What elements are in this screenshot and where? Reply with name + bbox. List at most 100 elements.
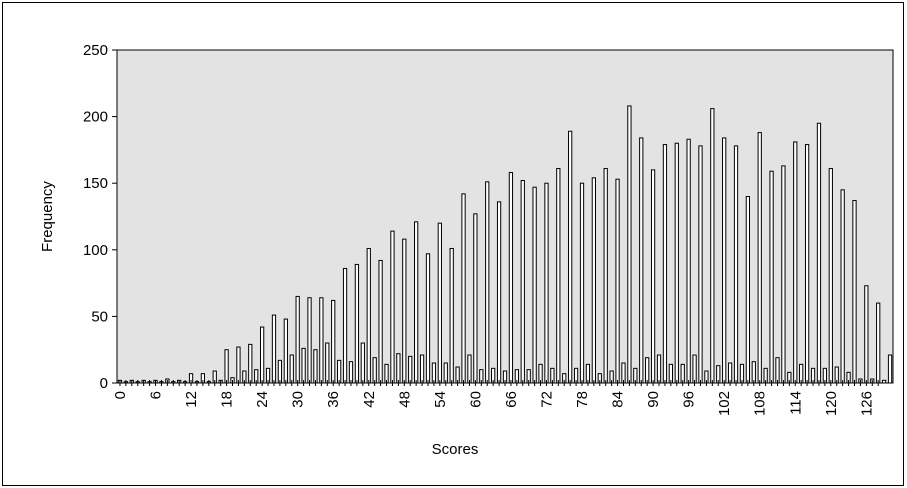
x-tick-label: 96 xyxy=(681,391,698,408)
x-tick-label: 42 xyxy=(361,391,378,408)
x-tick-label: 84 xyxy=(610,391,627,408)
bar xyxy=(390,230,395,384)
y-tick-label: 0 xyxy=(100,375,108,392)
bar xyxy=(645,357,650,384)
bar xyxy=(804,144,810,384)
bar xyxy=(840,189,845,384)
x-tick-label: 36 xyxy=(325,391,342,408)
x-tick-label: 66 xyxy=(503,391,520,408)
bar xyxy=(508,172,514,384)
bar xyxy=(793,141,798,384)
bar xyxy=(591,177,596,384)
x-tick-label: 72 xyxy=(538,391,555,408)
x-tick-label: 102 xyxy=(716,391,733,416)
bar xyxy=(248,343,253,384)
bar xyxy=(354,263,360,384)
x-tick-label: 30 xyxy=(290,391,307,408)
bar xyxy=(650,169,656,384)
bar xyxy=(485,181,490,384)
bar xyxy=(301,347,306,384)
x-axis-title: Scores xyxy=(432,441,479,458)
bar xyxy=(757,132,762,384)
bar xyxy=(674,142,679,384)
y-tick-label: 250 xyxy=(83,42,108,59)
x-tick-label: 6 xyxy=(148,391,165,399)
bar xyxy=(449,247,454,384)
bar xyxy=(568,130,573,384)
bar xyxy=(781,165,786,384)
x-tick-label: 24 xyxy=(254,391,271,408)
bar xyxy=(603,168,608,384)
bar xyxy=(686,138,691,384)
x-tick-label: 114 xyxy=(787,391,804,415)
histogram-chart: 0 50 100 150 200 250 0 6 12 18 24 30 36 42 48 54 60 66 72… xyxy=(39,42,894,458)
bar xyxy=(337,359,342,384)
bar xyxy=(733,145,739,384)
bar xyxy=(271,314,277,384)
bar xyxy=(710,108,715,384)
bars-group xyxy=(117,105,893,384)
bar xyxy=(556,168,561,384)
bar xyxy=(402,238,407,384)
x-axis: 0 6 12 18 24 30 36 42 48 54 60 66 72 78 84 90 96 102 108 11… xyxy=(112,380,879,416)
bar xyxy=(236,346,241,384)
x-tick-label: 48 xyxy=(396,391,413,408)
bar xyxy=(881,379,887,384)
x-tick-label: 18 xyxy=(219,391,236,408)
y-tick-label: 50 xyxy=(91,308,108,325)
bar xyxy=(769,170,774,384)
bar xyxy=(532,186,537,384)
x-tick-label: 78 xyxy=(574,391,591,408)
bar xyxy=(692,354,697,384)
bar xyxy=(656,354,662,384)
bar xyxy=(425,253,431,384)
bar xyxy=(325,342,330,384)
bar xyxy=(461,193,466,384)
bar xyxy=(722,137,727,384)
bar xyxy=(852,200,857,384)
bar xyxy=(307,297,312,384)
bar xyxy=(295,295,300,384)
bar xyxy=(289,354,294,384)
bar xyxy=(408,355,413,384)
y-tick-label: 200 xyxy=(83,109,108,126)
bar xyxy=(745,196,750,384)
bar xyxy=(662,144,668,384)
y-tick-label: 150 xyxy=(83,175,108,192)
bar xyxy=(876,302,881,384)
bar xyxy=(639,137,644,384)
x-tick-label: 126 xyxy=(858,391,875,416)
bar xyxy=(775,357,780,384)
bar xyxy=(816,122,822,384)
bar xyxy=(283,318,288,384)
bar xyxy=(627,105,632,384)
bar xyxy=(319,297,324,384)
bar xyxy=(544,182,549,384)
bar xyxy=(615,178,620,384)
x-tick-label: 90 xyxy=(645,391,662,408)
bar xyxy=(313,349,318,384)
bar xyxy=(751,361,756,384)
bar xyxy=(378,259,383,384)
x-tick-label: 108 xyxy=(752,391,769,416)
x-tick-label: 54 xyxy=(432,391,449,408)
bar xyxy=(887,354,893,384)
x-tick-label: 12 xyxy=(183,391,200,408)
y-axis-title: Frequency xyxy=(39,181,56,252)
bar xyxy=(372,357,377,384)
bar xyxy=(419,354,425,384)
bar xyxy=(828,168,833,384)
bar xyxy=(348,361,354,384)
plot-area xyxy=(116,49,894,384)
bar xyxy=(277,359,283,384)
bar xyxy=(414,221,419,384)
bar xyxy=(360,342,365,384)
bar xyxy=(579,182,585,384)
bar xyxy=(260,326,265,384)
bar xyxy=(224,349,229,384)
bar xyxy=(698,145,703,384)
bar xyxy=(473,213,478,384)
bar xyxy=(396,353,401,384)
bar xyxy=(864,285,869,384)
